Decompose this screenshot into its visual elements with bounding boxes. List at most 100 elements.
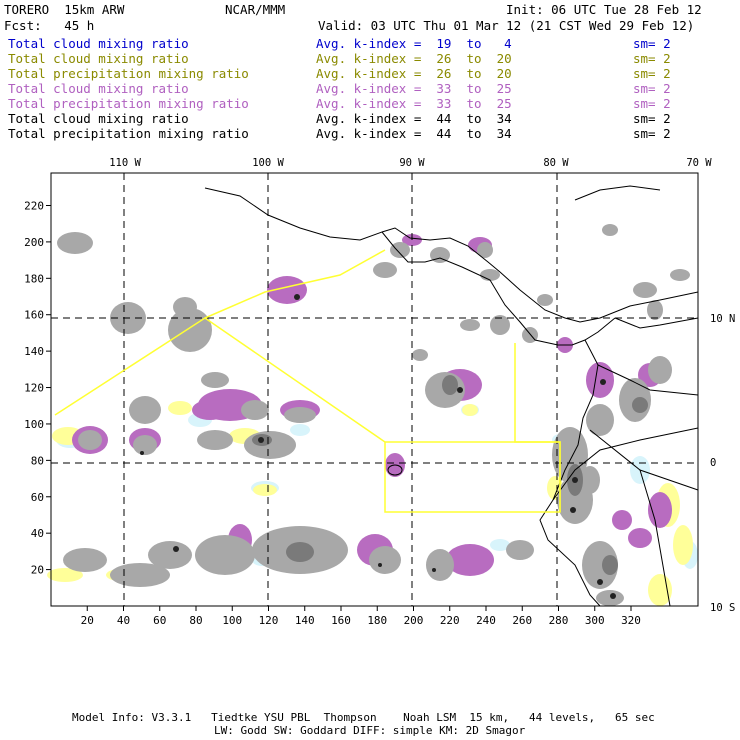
- dark-gray-region: [286, 542, 314, 562]
- y-tick-label: 180: [24, 272, 44, 285]
- x-tick-label: 320: [621, 614, 641, 627]
- model-info-line2: LW: Godd SW: Goddard DIFF: simple KM: 2D…: [214, 724, 526, 737]
- y-tick-label: 80: [31, 454, 44, 467]
- cloud-core: [572, 477, 578, 483]
- coastlines: [204, 185, 699, 607]
- gray-cloud-region: [148, 541, 192, 569]
- gray-cloud-region: [369, 546, 401, 574]
- legend-field-1: Total cloud mixing ratio: [8, 36, 189, 51]
- cloud-core: [173, 546, 179, 552]
- legend-kindex-3: Avg. k-index = 26 to 20: [316, 66, 512, 81]
- purple-region: [192, 400, 228, 420]
- gray-cloud-region: [63, 548, 107, 572]
- legend-sm-7: sm= 2: [633, 126, 671, 141]
- gray-cloud-region: [582, 541, 618, 589]
- dark-gray-region: [632, 397, 648, 413]
- coastline-cuba: [574, 185, 661, 201]
- gray-cloud-region: [602, 224, 618, 236]
- gray-cloud-region: [633, 282, 657, 298]
- legend-field-3: Total precipitation mixing ratio: [8, 66, 249, 81]
- legend-sm-4: sm= 2: [633, 81, 671, 96]
- cloud-core: [140, 451, 144, 455]
- gray-cloud-region: [506, 540, 534, 560]
- gray-cloud-region: [426, 549, 454, 581]
- legend-field-6: Total cloud mixing ratio: [8, 111, 189, 126]
- legend-field-2: Total cloud mixing ratio: [8, 51, 189, 66]
- lat-lon-grid: [51, 173, 698, 606]
- legend-sm-5: sm= 2: [633, 96, 671, 111]
- cloud-core: [258, 437, 264, 443]
- cloud-core: [570, 507, 576, 513]
- x-tick-label: 140: [295, 614, 315, 627]
- gray-cloud-region: [537, 294, 553, 306]
- yellow-region: [168, 401, 192, 415]
- legend-kindex-5: Avg. k-index = 33 to 25: [316, 96, 512, 111]
- gray-cloud-region: [78, 430, 102, 450]
- x-tick-label: 160: [331, 614, 351, 627]
- purple-region: [628, 528, 652, 548]
- map-frame: [50, 172, 699, 607]
- legend-kindex-7: Avg. k-index = 44 to 34: [316, 126, 512, 141]
- gray-cloud-region: [244, 431, 296, 459]
- legend-sm-2: sm= 2: [633, 51, 671, 66]
- light-blue-region: [490, 539, 510, 551]
- gray-cloud-region: [580, 466, 600, 494]
- coastline-south-america-west: [539, 339, 601, 607]
- yellow-region: [648, 574, 672, 606]
- gray-cloud-region: [129, 396, 161, 424]
- model-info-line1: Model Info: V3.3.1 Tiedtke YSU PBL Thomp…: [72, 711, 655, 724]
- cloud-core: [432, 568, 436, 572]
- legend-kindex-2: Avg. k-index = 26 to 20: [316, 51, 512, 66]
- gray-cloud-region: [201, 372, 229, 388]
- border-line-4: [639, 469, 671, 607]
- border-line-1: [552, 427, 699, 501]
- model-title: TORERO 15km ARW: [4, 2, 125, 17]
- yellow-region: [253, 484, 277, 496]
- yellow-region: [462, 404, 478, 416]
- cloud-core: [378, 563, 382, 567]
- y-tick-label: 100: [24, 418, 44, 431]
- y-tick-label: 120: [24, 382, 44, 395]
- purple-region: [586, 362, 614, 398]
- legend-kindex-4: Avg. k-index = 33 to 25: [316, 81, 512, 96]
- y-tick-label: 40: [31, 527, 44, 540]
- x-tick-label: 20: [81, 614, 94, 627]
- lon-label: 110 W: [109, 157, 141, 169]
- legend-field-5: Total precipitation mixing ratio: [8, 96, 249, 111]
- gray-cloud-region: [241, 400, 269, 420]
- gray-cloud-region: [197, 430, 233, 450]
- y-tick-label: 160: [24, 309, 44, 322]
- y-tick-label: 20: [31, 564, 44, 577]
- lon-label: 70 W: [686, 157, 712, 169]
- cloud-core: [610, 593, 616, 599]
- lat-label: 10 S: [710, 602, 735, 614]
- yellow-region: [47, 568, 83, 582]
- cloud-core: [294, 294, 300, 300]
- lon-label: 100 W: [252, 157, 284, 169]
- gray-cloud-region: [647, 300, 663, 320]
- gray-cloud-region: [133, 435, 157, 455]
- coastline-venezuela: [614, 317, 699, 329]
- gray-cloud-region: [373, 262, 397, 278]
- gray-cloud-region: [670, 269, 690, 281]
- x-tick-label: 240: [476, 614, 496, 627]
- purple-region: [612, 510, 632, 530]
- purple-region: [446, 544, 494, 576]
- x-tick-label: 40: [117, 614, 130, 627]
- flight-track-line-2: [204, 249, 386, 319]
- gray-cloud-region: [586, 404, 614, 436]
- cloud-core: [600, 379, 606, 385]
- gray-cloud-region: [173, 297, 197, 317]
- gray-cloud-region: [57, 232, 93, 254]
- x-tick-label: 280: [549, 614, 569, 627]
- x-tick-label: 220: [440, 614, 460, 627]
- cloud-core: [597, 579, 603, 585]
- gray-cloud-region: [284, 407, 316, 423]
- gray-cloud-region: [460, 319, 480, 331]
- purple-region: [648, 492, 672, 528]
- legend-sm-6: sm= 2: [633, 111, 671, 126]
- x-tick-label: 260: [512, 614, 532, 627]
- gray-cloud-region: [110, 563, 170, 587]
- gray-cloud-region: [412, 349, 428, 361]
- gray-cloud-region: [477, 242, 493, 258]
